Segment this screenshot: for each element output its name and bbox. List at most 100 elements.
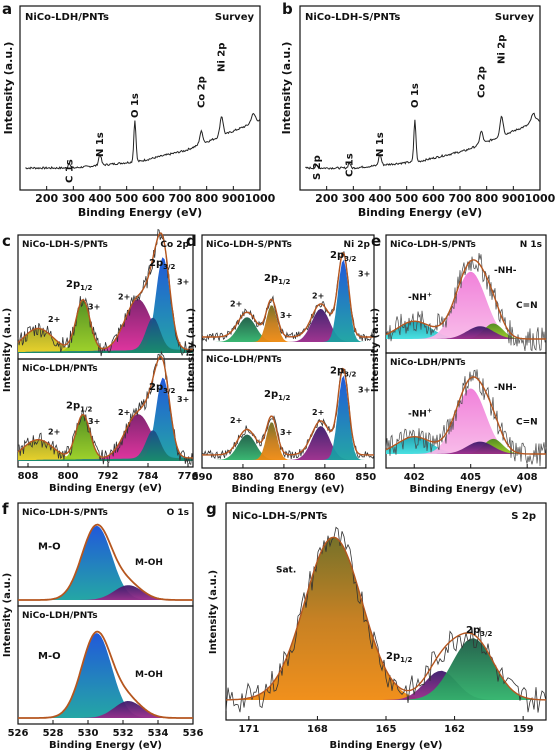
y-axis-label: Intensity (a.u.) — [208, 570, 219, 654]
valence-label: 2+ — [230, 416, 242, 425]
peak-label: 2p1/2 — [66, 279, 93, 292]
fit-envelope — [202, 251, 374, 338]
peak-label: 2p3/2 — [466, 625, 493, 638]
fit-envelope — [202, 367, 374, 456]
survey-spectrum — [305, 112, 540, 170]
region-label: O 1s — [167, 508, 189, 518]
x-tick-label: 800 — [58, 471, 79, 482]
x-tick-label: 400 — [369, 192, 392, 205]
fit-envelope — [18, 523, 193, 601]
x-tick-label: 800 — [195, 192, 218, 205]
x-tick-label: 850 — [355, 472, 376, 483]
x-tick-label: 530 — [78, 728, 99, 739]
ni-component — [202, 426, 374, 460]
x-tick-label: 405 — [460, 472, 481, 483]
o1s-subframe — [17, 605, 194, 725]
co-component — [18, 257, 193, 353]
peak-label: -NH+ — [408, 291, 432, 303]
valence-label: 2+ — [118, 292, 130, 301]
x-axis-label: Binding Energy (eV) — [358, 206, 482, 219]
raw-spectrum — [17, 350, 194, 465]
peak-label: N 1s — [95, 132, 106, 157]
x-tick-label: 1000 — [245, 192, 276, 205]
valence-label: 3+ — [88, 417, 100, 426]
fit-envelope — [385, 259, 546, 340]
peak-label: M-O — [38, 541, 61, 552]
x-tick-label: 880 — [233, 472, 254, 483]
panel-letter: e — [371, 232, 381, 250]
n-component — [386, 438, 546, 454]
peak-label: 2p1/2 — [66, 400, 93, 413]
sample-label: NiCo-LDH/PNTs — [206, 355, 282, 365]
fit-envelope — [17, 355, 193, 459]
region-label: S 2p — [511, 511, 536, 522]
o-component — [18, 525, 193, 600]
x-axis-label: Binding Energy (eV) — [78, 206, 202, 219]
x-tick-label: 162 — [444, 724, 465, 735]
ni-component — [202, 259, 374, 342]
survey-frame-b — [299, 5, 541, 191]
region-label: Survey — [495, 12, 535, 23]
x-tick-label: 528 — [43, 728, 64, 739]
peak-label: C 1s — [344, 153, 355, 177]
x-tick-label: 600 — [142, 192, 165, 205]
ni2p-subframe — [201, 349, 375, 469]
y-axis-label: Intensity (a.u.) — [2, 308, 13, 392]
valence-label: 2+ — [312, 291, 324, 300]
valence-label: 2+ — [48, 315, 60, 324]
x-tick-label: 165 — [376, 724, 397, 735]
x-tick-label: 500 — [395, 192, 418, 205]
x-axis-label: Binding Energy (eV) — [232, 484, 345, 495]
x-axis-label: Binding Energy (eV) — [49, 483, 162, 494]
peak-label: Co 2p — [476, 66, 487, 98]
x-tick-label: 300 — [342, 192, 365, 205]
s-component — [226, 537, 546, 700]
co-component — [18, 317, 193, 353]
peak-label: Sat. — [276, 565, 296, 575]
n-component — [386, 441, 546, 454]
x-tick-label: 536 — [183, 728, 204, 739]
peak-label: 2p3/2 — [330, 366, 357, 379]
n-component — [386, 436, 546, 454]
peak-label: -NH- — [494, 383, 517, 393]
fit-envelope — [17, 232, 194, 351]
x-axis-label: Binding Energy (eV) — [49, 740, 162, 751]
peak-label: C 1s — [64, 159, 75, 183]
peak-label: 2p1/2 — [386, 651, 413, 664]
peak-label: O 1s — [410, 83, 421, 108]
co-component — [18, 377, 193, 461]
valence-label: 3+ — [177, 395, 189, 404]
x-tick-label: 1000 — [525, 192, 555, 205]
sample-label: NiCo-LDH-S/PNTs — [232, 511, 327, 522]
peak-label: 2p3/2 — [330, 250, 357, 263]
x-axis-label: Binding Energy (eV) — [410, 484, 523, 495]
region-label: Survey — [215, 12, 255, 23]
n-component — [386, 326, 546, 339]
sample-label: NiCo-LDH-S/PNTs — [22, 240, 108, 250]
peak-label: O 1s — [130, 93, 141, 118]
n-component — [386, 271, 546, 339]
x-tick-label: 860 — [314, 472, 335, 483]
co2p-subframe — [17, 358, 194, 468]
x-tick-label: 171 — [238, 724, 259, 735]
panel-letter: g — [206, 500, 217, 518]
x-tick-label: 534 — [148, 728, 169, 739]
peak-label: N 1s — [375, 132, 386, 157]
valence-label: 3+ — [280, 428, 292, 437]
peak-label: 2p1/2 — [264, 273, 291, 286]
x-tick-label: 900 — [502, 192, 525, 205]
ni-component — [202, 434, 374, 460]
n1s-subframe — [385, 352, 547, 469]
fit-envelope — [18, 630, 193, 719]
sample-label: NiCo-LDH-S/PNTs — [305, 12, 400, 23]
ni-component — [202, 317, 374, 342]
n-component — [386, 321, 546, 339]
survey-frame-a — [19, 5, 261, 191]
sample-label: NiCo-LDH-S/PNTs — [22, 508, 108, 518]
x-tick-label: 700 — [449, 192, 472, 205]
peak-label: M-OH — [135, 670, 163, 680]
panel-letter: f — [2, 500, 9, 518]
region-label: N 1s — [520, 240, 542, 250]
n-component — [386, 388, 546, 454]
